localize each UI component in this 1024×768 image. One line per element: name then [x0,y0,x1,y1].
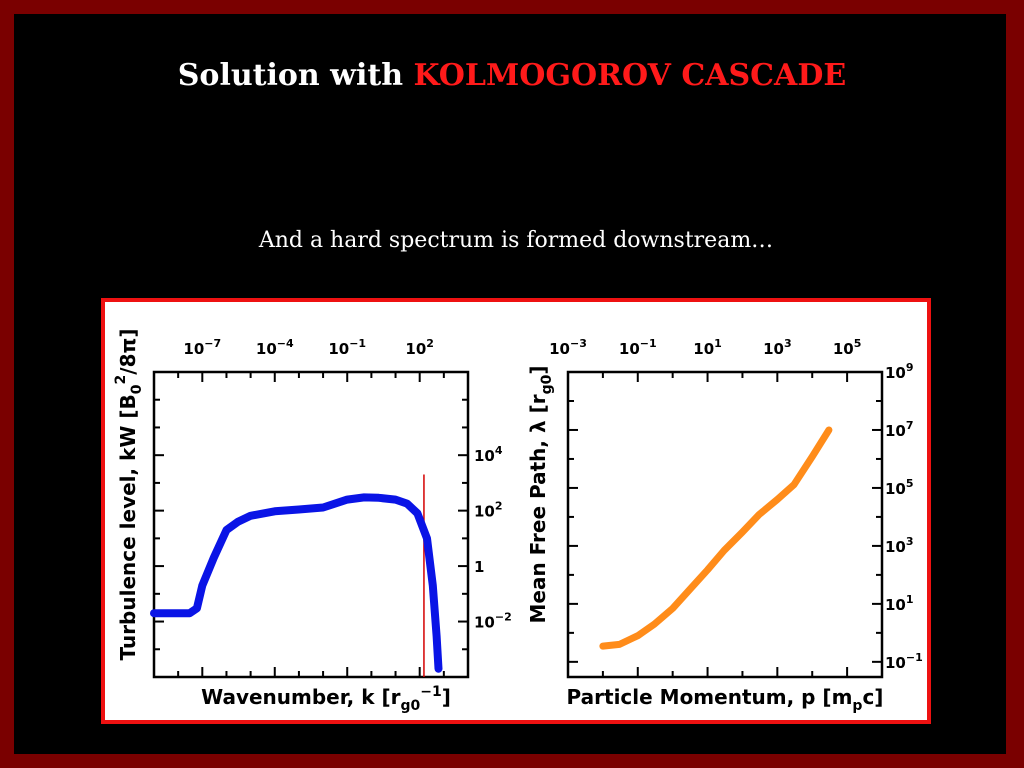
tick-exponent: 3 [784,337,792,350]
y-axis-label-end: /8π] [116,329,140,375]
tick-base: 10 [328,340,349,358]
tick-exponent: 5 [906,477,914,490]
chart-2: 10−3 10−1 101 103 10510910710510310110−1Part… [526,337,923,714]
tick-exponent: 3 [906,535,914,548]
y-tick-label: 103 [885,535,914,556]
x-tick-label: 102 [405,337,434,358]
x-axis-label: Wavenumber, k [rg0−1] [201,684,451,714]
y-tick-label: 101 [885,593,914,614]
tick-exponent: 2 [495,500,503,513]
x-tick-label: 10−3 [549,337,587,358]
y-tick-label: 109 [885,361,914,382]
y-axis-label: Turbulence level, kW [B02/8π] [113,329,145,661]
y-axis-label-sub: g0 [539,374,555,394]
tick-base: 10 [763,340,784,358]
tick-exponent: −1 [640,337,657,350]
series-line [599,426,833,650]
x-axis-label-sub: p [852,698,862,714]
tick-exponent: 9 [906,361,914,374]
tick-exponent: −1 [906,651,923,664]
x-axis-label-end: ] [442,685,451,709]
tick-exponent: 1 [906,593,914,606]
tick-base: 1 [474,558,484,576]
tick-base: 10 [256,340,277,358]
y-tick-label: 107 [885,419,914,440]
y-tick-label: 105 [885,477,914,498]
tick-base: 10 [885,422,906,440]
plot-frame [566,370,884,679]
x-axis-label: Particle Momentum, p [mpc] [567,685,884,714]
x-tick-label: 10−7 [183,337,221,358]
tick-exponent: 7 [906,419,914,432]
tick-exponent: 2 [426,337,434,350]
tick-base: 10 [474,447,495,465]
y-tick-label: 10−2 [474,611,512,632]
title-highlight: KOLMOGOROV CASCADE [413,58,847,93]
tick-exponent: 5 [854,337,862,350]
figure-panel: 10−7 10−4 10−1 102 104 102 1 10−2 Wavenumber, k … [101,298,931,724]
x-axis-label-sub: g0 [401,698,421,714]
slide-subtitle: And a hard spectrum is formed downstream… [258,228,774,253]
tick-base: 10 [405,340,426,358]
tick-base: 10 [885,538,906,556]
tick-base: 10 [885,480,906,498]
tick-exponent: 4 [495,444,503,457]
y-tick-label: 1 [474,558,484,576]
y-axis-label-main: Turbulence level, kW [B [116,394,140,660]
tick-exponent: −2 [495,611,512,624]
y-axis-label-sub: 0 [129,384,145,394]
tick-base: 10 [693,340,714,358]
y-axis-label-main: Mean Free Path, λ [r [526,394,550,623]
y-axis-label-sup: 2 [113,375,129,385]
title-prefix: Solution with [177,58,414,93]
tick-exponent: −4 [277,337,294,350]
tick-base: 10 [474,614,495,632]
tick-exponent: 1 [714,337,722,350]
x-tick-label: 103 [763,337,792,358]
tick-exponent: −1 [349,337,366,350]
x-axis-label-main: Wavenumber, k [r [201,685,401,709]
tick-base: 10 [885,364,906,382]
y-tick-label: 10−1 [885,651,923,672]
x-tick-label: 10−4 [256,337,294,358]
x-tick-label: 10−1 [328,337,366,358]
slide-title: Solution with KOLMOGOROV CASCADE [0,58,1024,93]
y-tick-label: 102 [474,500,503,521]
tick-base: 10 [183,340,204,358]
y-axis-label: Mean Free Path, λ [rg0] [526,365,555,623]
tick-exponent: −7 [204,337,221,350]
tick-base: 10 [474,503,495,521]
x-tick-label: 10−1 [619,337,657,358]
series-line [150,493,443,673]
tick-base: 10 [549,340,570,358]
plot-frame [152,370,470,679]
x-axis-label-main: Particle Momentum, p [m [567,685,853,709]
x-tick-label: 105 [833,337,862,358]
y-axis-label-end: ] [526,365,550,374]
x-tick-label: 101 [693,337,722,358]
y-tick-label: 104 [474,444,503,465]
tick-base: 10 [885,654,906,672]
tick-base: 10 [885,596,906,614]
x-axis-label-end: c] [862,685,883,709]
tick-base: 10 [619,340,640,358]
tick-exponent: −3 [570,337,587,350]
tick-base: 10 [833,340,854,358]
x-axis-label-sup: −1 [420,684,441,700]
